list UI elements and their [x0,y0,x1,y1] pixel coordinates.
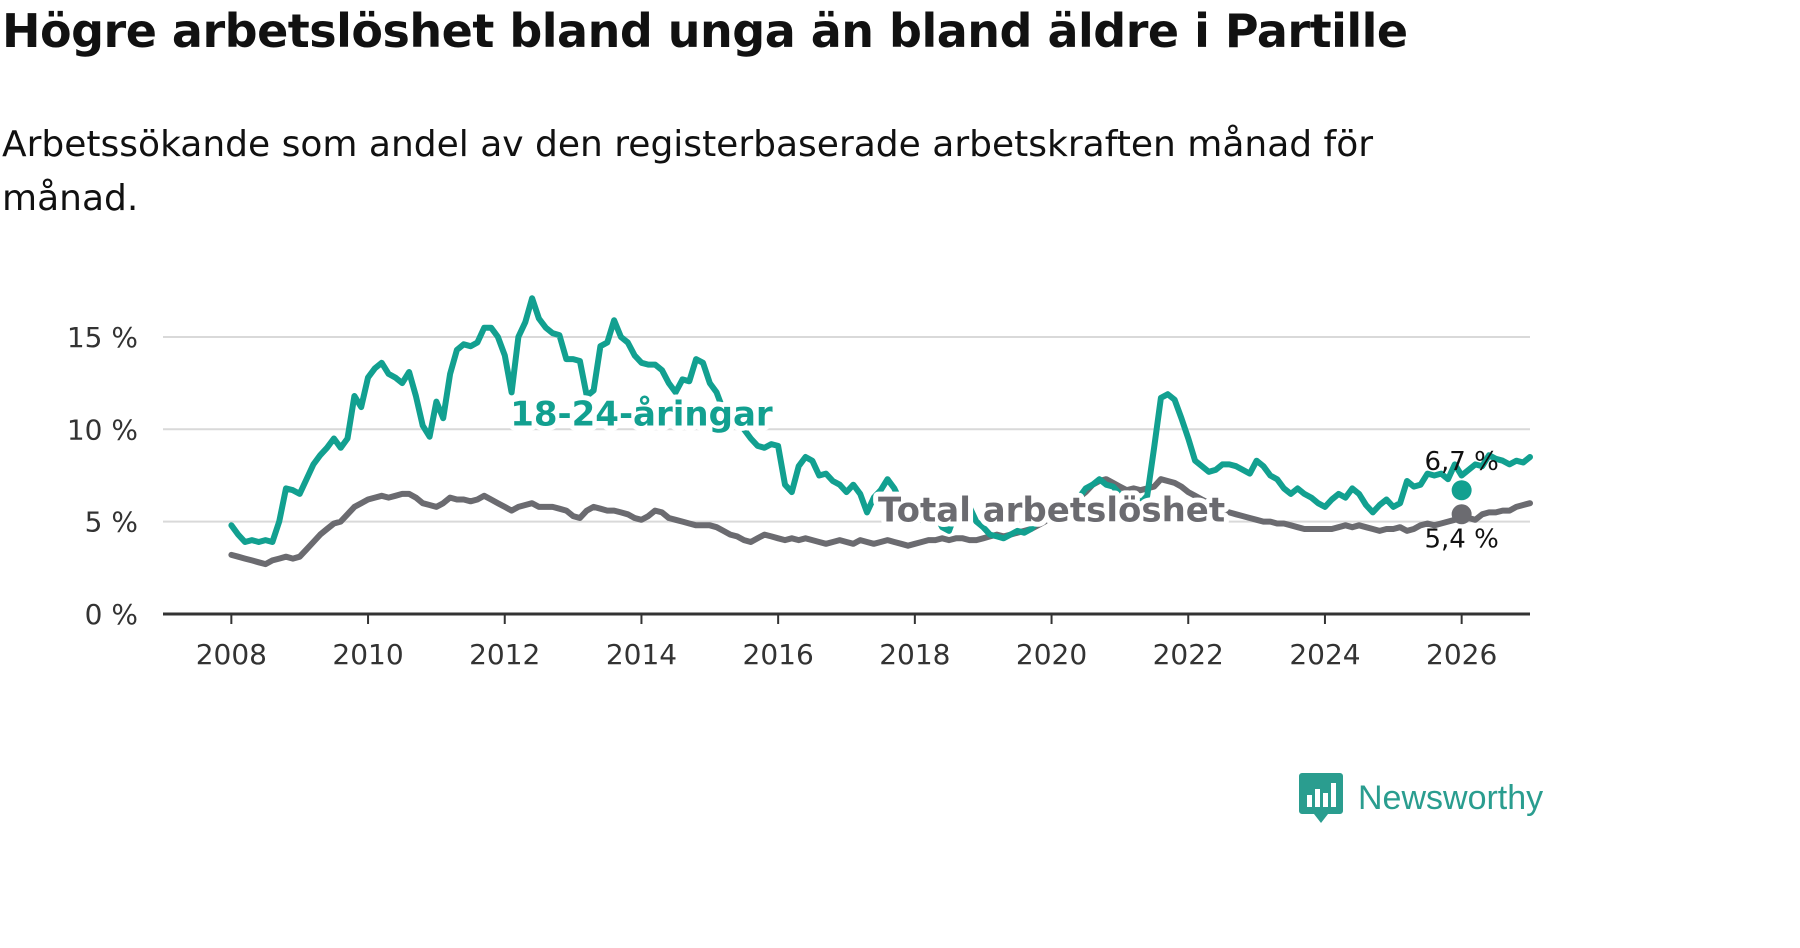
series-line-total [228,476,1533,568]
series-label-total: Total arbetslöshet [878,491,1225,531]
brand: Newsworthy [1298,770,1543,826]
y-tick-label: 10 % [67,413,138,446]
x-axis: 2008 2010 2012 2014 2016 2018 2020 2022 2024 2026 [163,612,1530,671]
y-tick-label: 0 % [85,598,138,631]
x-tick-label: 2026 [1426,638,1497,671]
x-tick-label: 2018 [879,638,950,671]
x-tick-label: 2014 [606,638,677,671]
chart-title: Högre arbetslöshet bland unga än bland ä… [2,4,1408,58]
series-label-halo: Total arbetslöshet [878,491,1225,531]
x-tick-label: 2020 [1016,638,1087,671]
end-value-label: 6,7 % [1424,447,1498,477]
x-tick-label: 2022 [1153,638,1224,671]
series-lines [228,295,1533,568]
series-label-halo: 18-24-åringar [510,395,773,435]
x-tick-label: 2008 [196,638,267,671]
x-tick-label: 2016 [743,638,814,671]
series-labels: 6,7 %5,4 %18-24-åringar18-24-åringarTota… [505,390,1499,555]
series-label-youth: 18-24-åringar [510,395,773,435]
line-chart: 0 %5 %10 %15 % 2008 2010 2012 2014 2016 2018 2… [67,295,1533,671]
end-point-youth [1451,480,1472,501]
brand-name: Newsworthy [1358,778,1544,817]
end-point-total [1451,504,1472,525]
x-tick-label: 2010 [332,638,403,671]
y-axis-ticks: 0 % 5 % 10 % 15 % [67,321,138,631]
gridlines [163,335,1530,523]
x-tick-label: 2012 [469,638,540,671]
y-tick-label: 5 % [85,506,138,539]
newsworthy-logo-icon [1299,773,1343,823]
end-value-label: 5,4 % [1424,524,1498,554]
y-tick-label: 15 % [67,321,138,354]
chart-subtitle: Arbetssökande som andel av den registerb… [2,124,1374,219]
x-tick-label: 2024 [1289,638,1360,671]
series-line-youth [228,295,1533,545]
